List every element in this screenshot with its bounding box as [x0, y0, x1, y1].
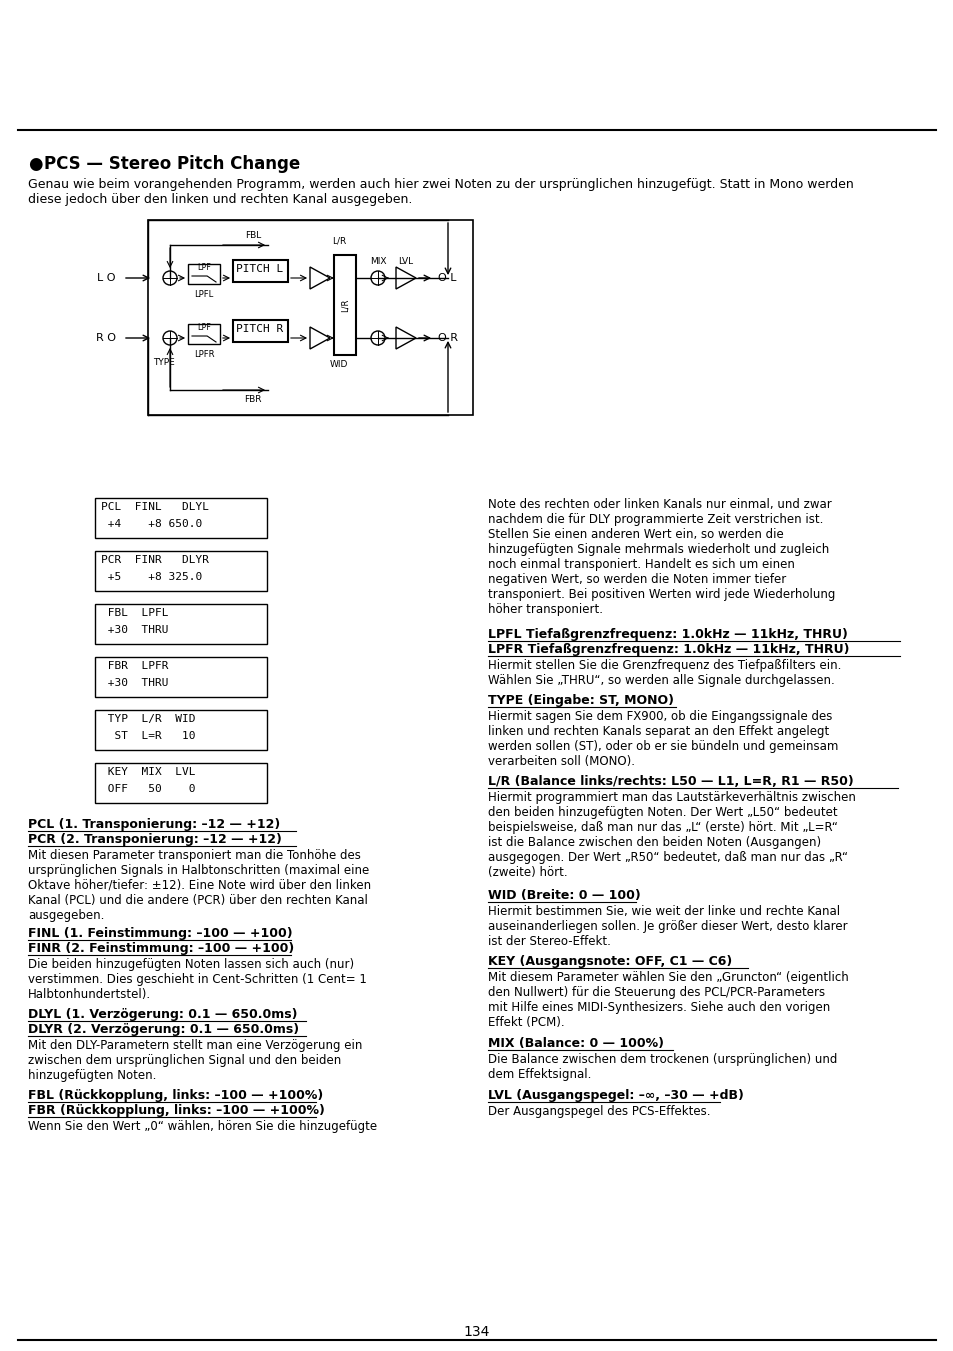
Bar: [95, 763, 267, 802]
Text: PCR  FINR   DLYR: PCR FINR DLYR: [101, 555, 209, 565]
Text: PCR (2. Transponierung: –12 — +12): PCR (2. Transponierung: –12 — +12): [28, 834, 281, 846]
Text: O R: O R: [437, 332, 457, 343]
Text: FBL (Rückkopplung, links: –100 — +100%): FBL (Rückkopplung, links: –100 — +100%): [28, 1089, 323, 1102]
Text: WID (Breite: 0 — 100): WID (Breite: 0 — 100): [488, 889, 640, 902]
Text: KEY  MIX  LVL: KEY MIX LVL: [101, 767, 195, 777]
Text: PCS — Stereo Pitch Change: PCS — Stereo Pitch Change: [44, 155, 300, 173]
Text: Der Ausgangspegel des PCS-Effektes.: Der Ausgangspegel des PCS-Effektes.: [488, 1105, 710, 1119]
Text: TYPE: TYPE: [152, 358, 174, 367]
Text: L/R: L/R: [340, 299, 349, 312]
Text: Hiermit sagen Sie dem FX900, ob die Eingangssignale des
linken und rechten Kanal: Hiermit sagen Sie dem FX900, ob die Eing…: [488, 711, 838, 767]
Text: FBL: FBL: [245, 231, 261, 240]
Text: +30  THRU: +30 THRU: [101, 678, 169, 688]
Text: L O: L O: [97, 273, 116, 282]
Text: +5    +8 325.0: +5 +8 325.0: [101, 571, 202, 582]
Text: LPFL Tiefaßgrenzfrequenz: 1.0kHz — 11kHz, THRU): LPFL Tiefaßgrenzfrequenz: 1.0kHz — 11kHz…: [488, 628, 847, 640]
Text: MIX (Balance: 0 — 100%): MIX (Balance: 0 — 100%): [488, 1038, 663, 1050]
Text: MIX: MIX: [370, 257, 386, 266]
Text: Mit diesen Parameter transponiert man die Tonhöhe des
ursprünglichen Signals in : Mit diesen Parameter transponiert man di…: [28, 848, 371, 921]
Text: Hiermit bestimmen Sie, wie weit der linke und rechte Kanal
auseinanderliegen sol: Hiermit bestimmen Sie, wie weit der link…: [488, 905, 846, 948]
Text: LPF: LPF: [197, 263, 211, 272]
Text: Mit diesem Parameter wählen Sie den „Gruncton“ (eigentlich
den Nullwert) für die: Mit diesem Parameter wählen Sie den „Gru…: [488, 971, 848, 1029]
Text: LPF: LPF: [197, 323, 211, 332]
Text: OFF   50    0: OFF 50 0: [101, 784, 195, 794]
Bar: [334, 255, 355, 355]
Text: O L: O L: [437, 273, 456, 282]
Text: WID: WID: [330, 359, 348, 369]
Text: Hiermit programmiert man das Lautstärkeverhältnis zwischen
den beiden hinzugefüg: Hiermit programmiert man das Lautstärkev…: [488, 790, 855, 880]
Text: PITCH L: PITCH L: [236, 263, 283, 274]
Text: L/R: L/R: [332, 236, 346, 245]
Text: DLYR (2. Verzögerung: 0.1 — 650.0ms): DLYR (2. Verzögerung: 0.1 — 650.0ms): [28, 1023, 299, 1036]
Text: DLYL (1. Verzögerung: 0.1 — 650.0ms): DLYL (1. Verzögerung: 0.1 — 650.0ms): [28, 1008, 297, 1021]
Bar: [95, 551, 267, 590]
Text: Mit den DLY-Parametern stellt man eine Verzögerung ein
zwischen dem ursprünglich: Mit den DLY-Parametern stellt man eine V…: [28, 1039, 362, 1082]
Bar: [188, 324, 220, 345]
Text: +4    +8 650.0: +4 +8 650.0: [101, 519, 202, 530]
Text: LVL (Ausgangspegel: –∞, –30 — +dB): LVL (Ausgangspegel: –∞, –30 — +dB): [488, 1089, 743, 1102]
Text: +30  THRU: +30 THRU: [101, 626, 169, 635]
Text: PITCH R: PITCH R: [236, 324, 283, 334]
Bar: [95, 711, 267, 750]
Text: TYPE (Eingabe: ST, MONO): TYPE (Eingabe: ST, MONO): [488, 694, 673, 707]
Bar: [95, 657, 267, 697]
Text: FBL  LPFL: FBL LPFL: [101, 608, 169, 617]
Text: FBR (Rückkopplung, links: –100 — +100%): FBR (Rückkopplung, links: –100 — +100%): [28, 1104, 325, 1117]
Bar: [188, 263, 220, 284]
Text: FINL (1. Feinstimmung: –100 — +100): FINL (1. Feinstimmung: –100 — +100): [28, 927, 293, 940]
Text: Wenn Sie den Wert „0“ wählen, hören Sie die hinzugefügte: Wenn Sie den Wert „0“ wählen, hören Sie …: [28, 1120, 376, 1133]
Text: KEY (Ausgangsnote: OFF, C1 — C6): KEY (Ausgangsnote: OFF, C1 — C6): [488, 955, 732, 969]
Bar: [233, 320, 288, 342]
Text: Hiermit stellen Sie die Grenzfrequenz des Tiefpaßfilters ein.
Wählen Sie „THRU“,: Hiermit stellen Sie die Grenzfrequenz de…: [488, 659, 841, 688]
Bar: [148, 220, 473, 415]
Text: Note des rechten oder linken Kanals nur einmal, und zwar
nachdem die für DLY pro: Note des rechten oder linken Kanals nur …: [488, 499, 835, 616]
Text: ●: ●: [28, 155, 43, 173]
Text: LPFL: LPFL: [194, 290, 213, 299]
Text: 134: 134: [463, 1325, 490, 1339]
Bar: [95, 499, 267, 538]
Text: FINR (2. Feinstimmung: –100 — +100): FINR (2. Feinstimmung: –100 — +100): [28, 942, 294, 955]
Text: LPFR: LPFR: [193, 350, 214, 359]
Text: TYP  L/R  WID: TYP L/R WID: [101, 713, 195, 724]
Text: PCL  FINL   DLYL: PCL FINL DLYL: [101, 503, 209, 512]
Text: R O: R O: [96, 332, 116, 343]
Text: FBR: FBR: [244, 394, 261, 404]
Text: PCL (1. Transponierung: –12 — +12): PCL (1. Transponierung: –12 — +12): [28, 817, 280, 831]
Text: ST  L=R   10: ST L=R 10: [101, 731, 195, 740]
Bar: [95, 604, 267, 644]
Text: L/R (Balance links/rechts: L50 — L1, L=R, R1 — R50): L/R (Balance links/rechts: L50 — L1, L=R…: [488, 775, 853, 788]
Text: Die Balance zwischen dem trockenen (ursprünglichen) und
dem Effektsignal.: Die Balance zwischen dem trockenen (ursp…: [488, 1052, 837, 1081]
Bar: [233, 259, 288, 282]
Text: FBR  LPFR: FBR LPFR: [101, 661, 169, 671]
Text: Genau wie beim vorangehenden Programm, werden auch hier zwei Noten zu der ursprü: Genau wie beim vorangehenden Programm, w…: [28, 178, 853, 205]
Text: LVL: LVL: [398, 257, 414, 266]
Text: LPFR Tiefaßgrenzfrequenz: 1.0kHz — 11kHz, THRU): LPFR Tiefaßgrenzfrequenz: 1.0kHz — 11kHz…: [488, 643, 848, 657]
Text: Die beiden hinzugefügten Noten lassen sich auch (nur)
verstimmen. Dies geschieht: Die beiden hinzugefügten Noten lassen si…: [28, 958, 367, 1001]
